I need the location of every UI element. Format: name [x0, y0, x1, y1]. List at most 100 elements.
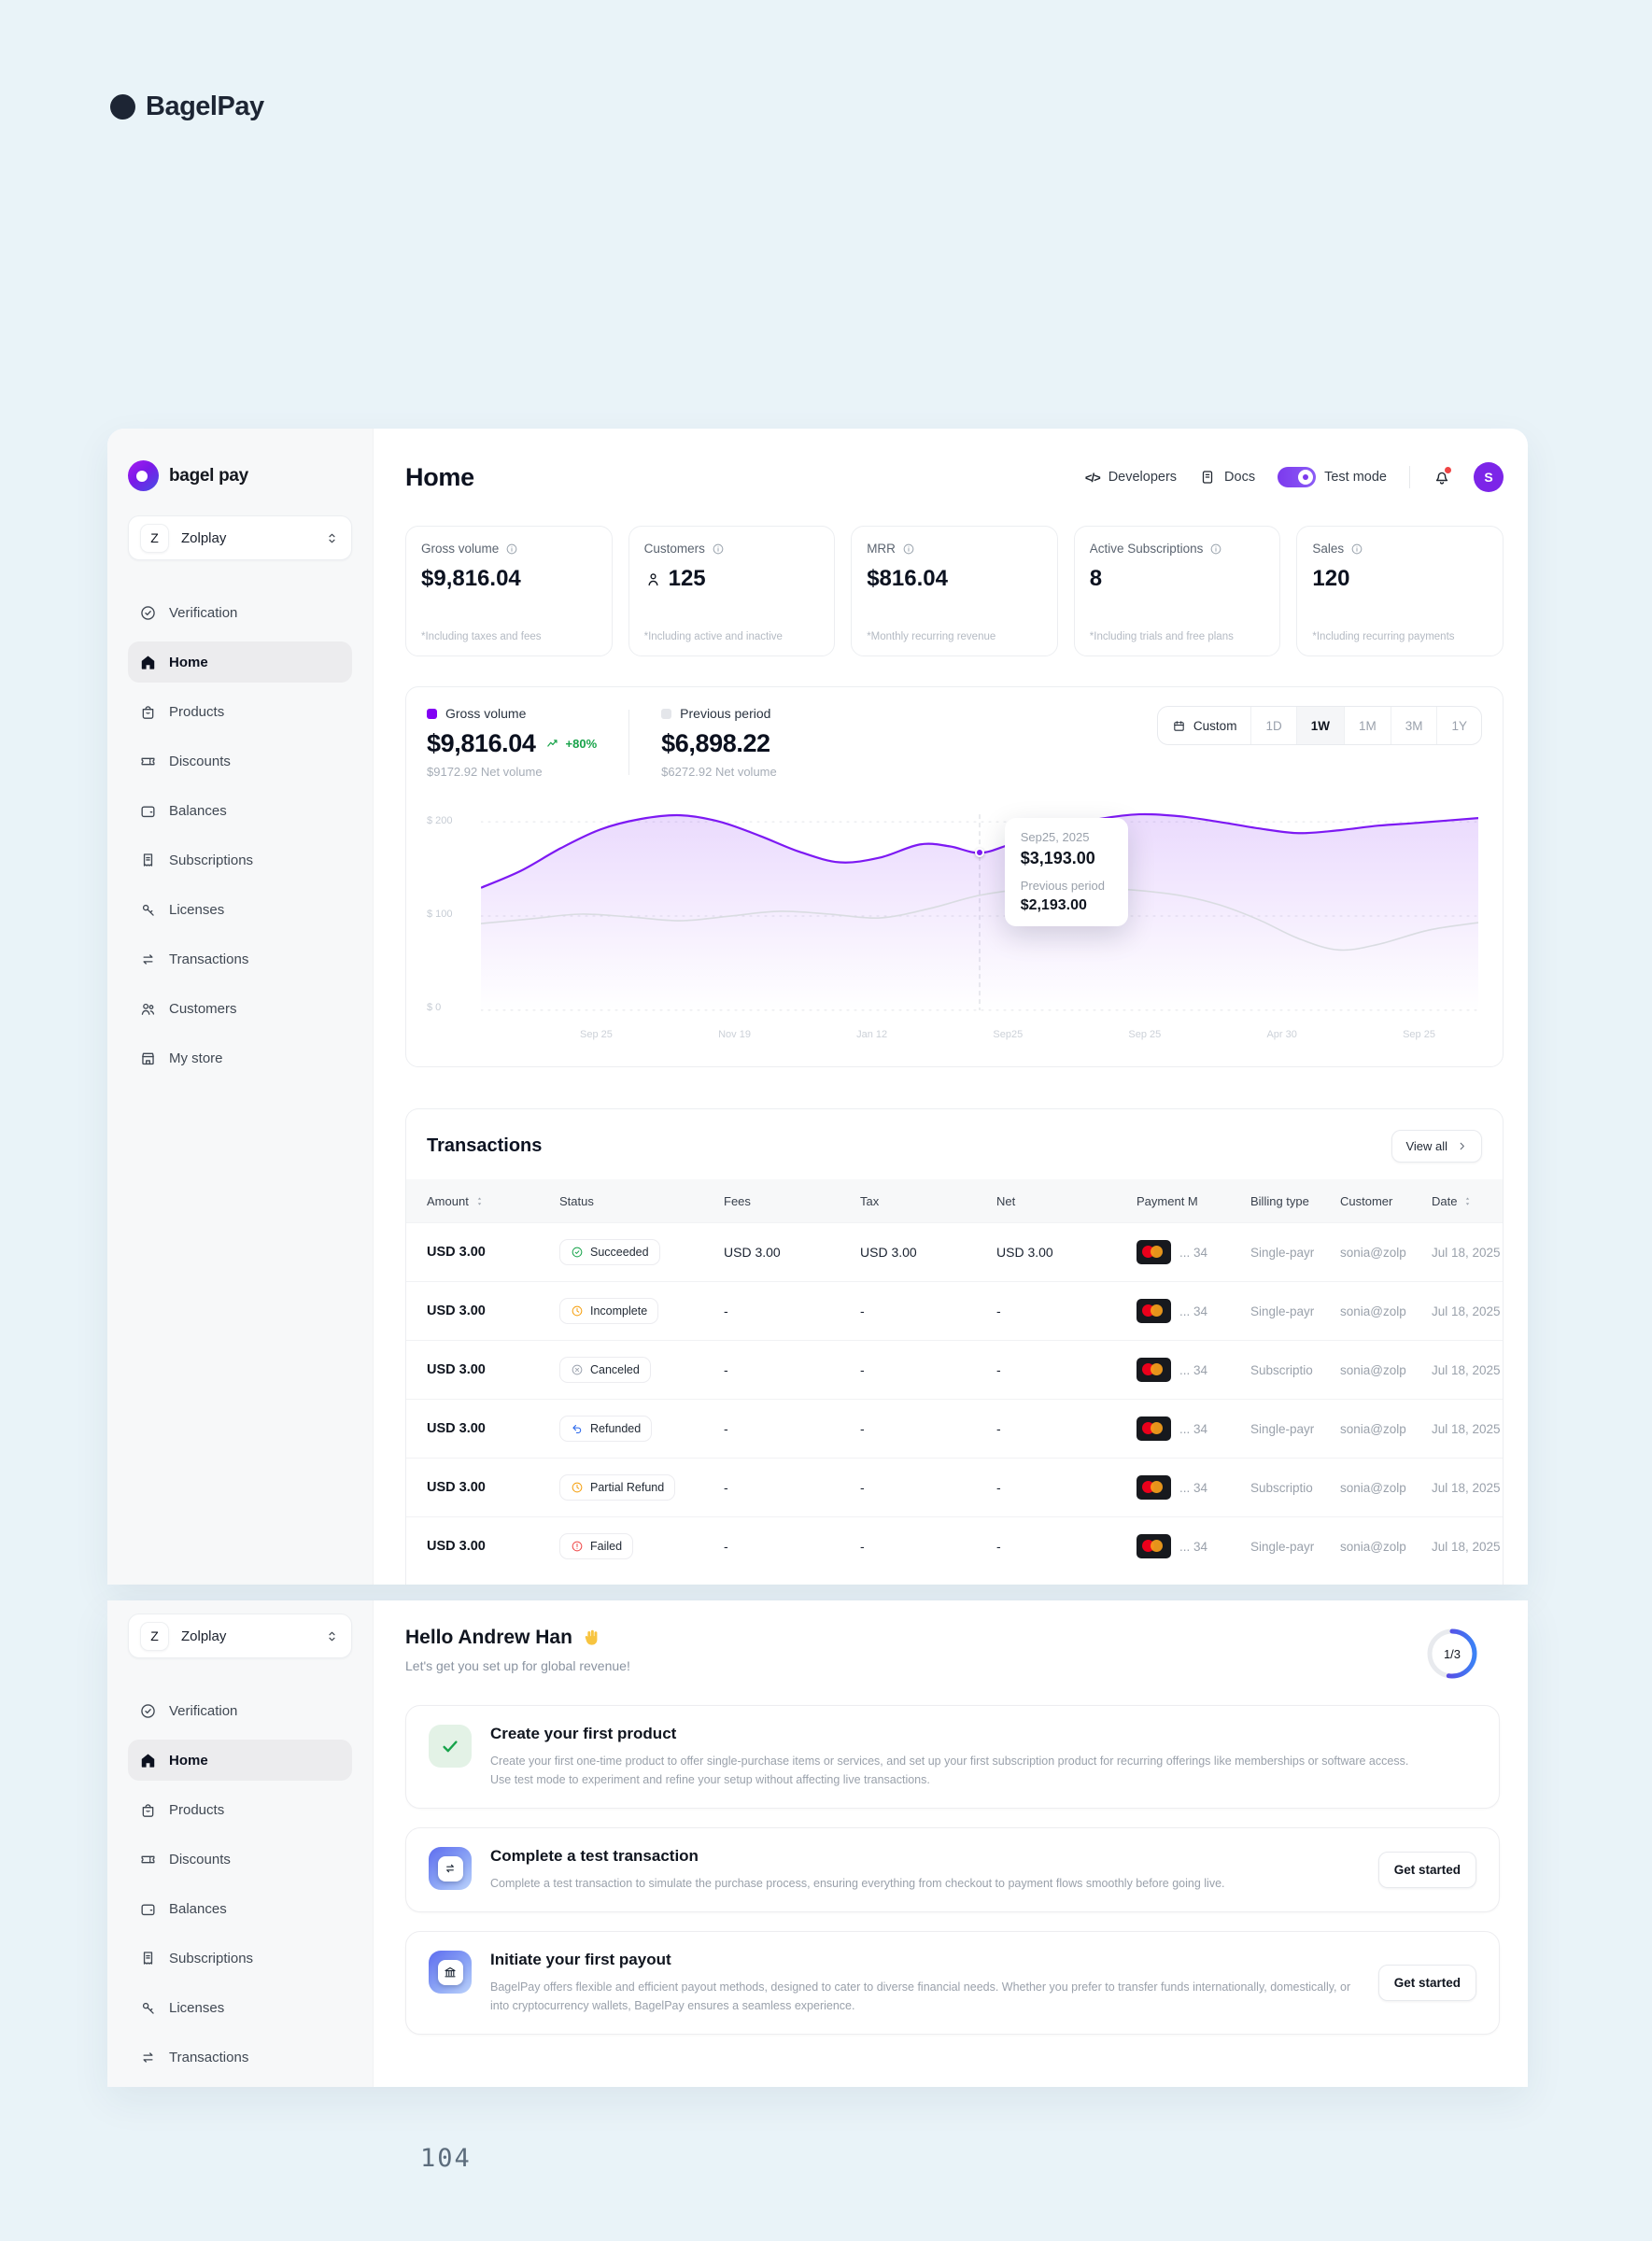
range-1d[interactable]: 1D	[1250, 707, 1295, 744]
sidebar-item-transactions[interactable]: Transactions	[128, 2037, 352, 2078]
line-chart[interactable]: Sep25, 2025 $3,193.00 Previous period $2…	[481, 805, 1478, 1022]
range-custom[interactable]: Custom	[1158, 707, 1251, 744]
sidebar-item-my-store[interactable]: My store	[128, 1037, 352, 1078]
chart-tooltip: Sep25, 2025 $3,193.00 Previous period $2…	[1004, 817, 1128, 926]
task-card-complete-a-test-transaction: Complete a test transaction Complete a t…	[405, 1827, 1500, 1912]
status-badge-incomplete: Incomplete	[559, 1298, 659, 1324]
chevron-updown-icon	[324, 1628, 340, 1644]
docs-icon	[1199, 469, 1216, 486]
date-cell: Jul 18, 2025	[1432, 1304, 1501, 1318]
workspace-selector-2[interactable]: Z Zolplay	[128, 1614, 352, 1658]
main-content: Home </> Developers Docs Test mode S	[374, 429, 1528, 1585]
products-icon	[139, 703, 157, 721]
amount-cell: USD 3.00	[427, 1304, 486, 1318]
notifications-bell-icon[interactable]	[1433, 467, 1451, 486]
app-logo-text: bagel pay	[169, 465, 248, 486]
billing-type-cell: Subscriptio	[1250, 1362, 1313, 1377]
net-cell: -	[996, 1421, 1001, 1436]
sidebar-item-licenses[interactable]: Licenses	[128, 1987, 352, 2028]
transaction-row[interactable]: USD 3.00 Incomplete - - - ... 34 Single-…	[406, 1281, 1503, 1340]
sidebar-item-verification[interactable]: Verification	[128, 592, 352, 633]
task-title: Complete a test transaction	[490, 1847, 699, 1865]
net-volume-2: $6272.92 Net volume	[661, 765, 777, 779]
column-header-date[interactable]: Date	[1432, 1194, 1503, 1208]
get-started-button[interactable]: Get started	[1377, 1965, 1476, 2001]
chart-plot-area: $ 200 $ 100 $ 0 Sep25, 2025 $3,193.00 Pr…	[427, 805, 1482, 1055]
code-icon: </>	[1084, 470, 1101, 485]
sidebar-item-products[interactable]: Products	[128, 691, 352, 732]
sidebar-item-home[interactable]: Home	[128, 1740, 352, 1781]
progress-ring: 1/3	[1425, 1627, 1479, 1681]
previous-period-value: $6,898.22	[661, 729, 770, 757]
task-card-create-your-first-product: Create your first product Create your fi…	[405, 1705, 1500, 1809]
sidebar-item-transactions[interactable]: Transactions	[128, 938, 352, 980]
transaction-row[interactable]: USD 3.00 Refunded - - - ... 34 Single-pa…	[406, 1399, 1503, 1458]
fees-cell: -	[724, 1421, 728, 1436]
range-1m[interactable]: 1M	[1343, 707, 1391, 744]
range-1y[interactable]: 1Y	[1436, 707, 1481, 744]
net-cell: -	[996, 1480, 1001, 1495]
sidebar-item-verification[interactable]: Verification	[128, 1690, 352, 1731]
developers-link[interactable]: </> Developers	[1084, 470, 1178, 485]
billing-type-cell: Single-payr	[1250, 1245, 1315, 1260]
discounts-icon	[139, 1851, 157, 1868]
column-header-customer: Customer	[1340, 1193, 1393, 1208]
column-header-amount[interactable]: Amount	[427, 1194, 559, 1208]
dashboard-screenshot-top: bagel pay Z Zolplay Verification Home Prod…	[107, 429, 1528, 1585]
fees-cell: -	[724, 1304, 728, 1318]
fees-cell: -	[724, 1362, 728, 1377]
status-cell: Failed	[559, 1533, 724, 1559]
legend-divider	[628, 710, 630, 775]
info-icon	[712, 543, 725, 556]
balances-icon	[139, 1900, 157, 1918]
transaction-row[interactable]: USD 3.00 Canceled - - - ... 34 Subscript…	[406, 1340, 1503, 1399]
sidebar-item-subscriptions[interactable]: Subscriptions	[128, 839, 352, 881]
fees-cell: -	[724, 1539, 728, 1554]
net-cell: -	[996, 1304, 1001, 1318]
date-cell: Jul 18, 2025	[1432, 1421, 1501, 1436]
incomplete-icon	[571, 1304, 584, 1318]
sidebar-item-discounts[interactable]: Discounts	[128, 1839, 352, 1880]
status-cell: Incomplete	[559, 1298, 724, 1324]
task-description: Create your first one-time product to of…	[490, 1755, 1409, 1786]
gross-volume-swatch	[427, 708, 437, 719]
test-mode-toggle[interactable]	[1278, 467, 1317, 487]
column-header-billing-type: Billing type	[1250, 1193, 1309, 1208]
home-icon	[139, 654, 157, 671]
verification-icon	[139, 1702, 157, 1720]
sidebar-item-customers[interactable]: Customers	[128, 2086, 352, 2087]
sidebar-item-balances[interactable]: Balances	[128, 790, 352, 831]
sidebar-item-discounts[interactable]: Discounts	[128, 740, 352, 782]
sidebar-item-products[interactable]: Products	[128, 1789, 352, 1830]
transaction-row[interactable]: USD 3.00 Partial Refund - - - ... 34 Sub…	[406, 1458, 1503, 1516]
mastercard-icon	[1137, 1416, 1171, 1441]
column-header-payment-m: Payment M	[1137, 1193, 1198, 1208]
sidebar-item-home[interactable]: Home	[128, 641, 352, 683]
workspace-selector[interactable]: Z Zolplay	[128, 515, 352, 560]
sidebar-item-subscriptions[interactable]: Subscriptions	[128, 1938, 352, 1979]
payment-method-cell: ... 34	[1137, 1534, 1250, 1558]
sidebar-item-licenses[interactable]: Licenses	[128, 889, 352, 930]
transaction-row[interactable]: USD 3.00 Failed - - - ... 34 Single-payr…	[406, 1516, 1503, 1575]
tax-cell: -	[860, 1362, 865, 1377]
amount-cell: USD 3.00	[427, 1480, 486, 1495]
range-1w[interactable]: 1W	[1295, 707, 1344, 744]
payment-method-cell: ... 34	[1137, 1240, 1250, 1264]
sidebar-item-customers[interactable]: Customers	[128, 988, 352, 1029]
range-3m[interactable]: 3M	[1390, 707, 1437, 744]
x-tick: Jan 12	[856, 1029, 888, 1040]
brand-dot-icon	[110, 94, 135, 120]
view-all-button[interactable]: View all	[1391, 1130, 1482, 1163]
get-started-button[interactable]: Get started	[1377, 1852, 1476, 1888]
payment-method-cell: ... 34	[1137, 1416, 1250, 1441]
user-avatar[interactable]: S	[1474, 462, 1504, 492]
brand-text: BagelPay	[146, 92, 264, 121]
mastercard-icon	[1137, 1358, 1171, 1382]
status-cell: Succeeded	[559, 1239, 724, 1265]
x-tick: Sep 25	[580, 1029, 613, 1040]
docs-link[interactable]: Docs	[1199, 469, 1255, 486]
notification-dot	[1445, 467, 1451, 473]
transaction-row[interactable]: USD 3.00 Succeeded USD 3.00 USD 3.00 USD…	[406, 1222, 1503, 1281]
sidebar-item-balances[interactable]: Balances	[128, 1888, 352, 1929]
status-cell: Partial Refund	[559, 1474, 724, 1501]
